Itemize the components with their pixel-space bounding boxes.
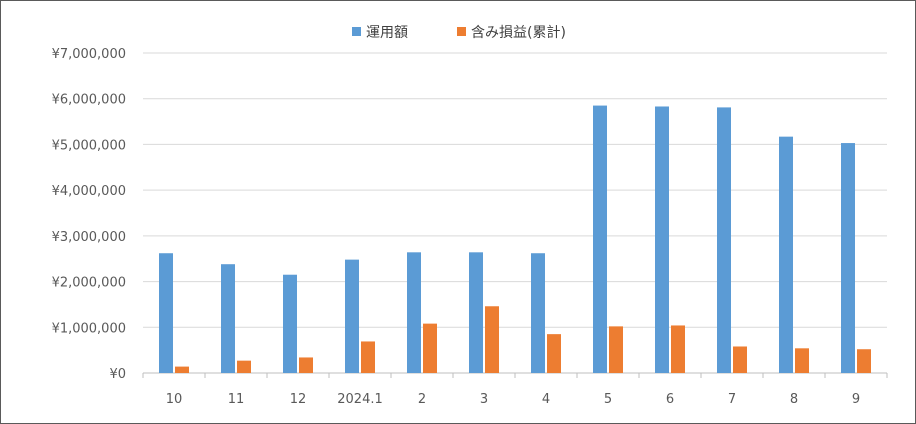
bar-fukumi-soneki: [671, 325, 685, 373]
bar-fukumi-soneki: [237, 360, 251, 373]
y-tick-label: ¥3,000,000: [52, 230, 126, 245]
bar-unyougaku: [717, 107, 731, 374]
bar-fukumi-soneki: [795, 348, 809, 373]
bar-unyougaku: [469, 252, 483, 373]
bar-unyougaku: [531, 253, 545, 373]
bars: [159, 105, 871, 374]
bar-fukumi-soneki: [361, 341, 375, 373]
legend-swatch-unyougaku: [352, 27, 361, 36]
bar-unyougaku: [283, 274, 297, 373]
legend: 運用額 含み損益(累計): [352, 25, 566, 41]
x-tick-label: 2: [418, 392, 426, 407]
y-tick-label: ¥4,000,000: [52, 184, 126, 199]
bar-unyougaku: [407, 252, 421, 373]
bar-unyougaku: [593, 105, 607, 374]
legend-label-unyougaku: 運用額: [366, 25, 408, 41]
x-tick-label: 3: [480, 392, 488, 407]
bar-unyougaku: [159, 253, 173, 373]
x-tick-label: 7: [728, 392, 736, 407]
x-tick-label: 2024.1: [337, 392, 383, 407]
bar-unyougaku: [779, 136, 793, 373]
bar-fukumi-soneki: [609, 326, 623, 373]
y-axis-ticks: ¥0 ¥1,000,000 ¥2,000,000 ¥3,000,000 ¥4,000,0…: [52, 47, 126, 382]
bar-fukumi-soneki: [733, 346, 747, 373]
legend-label-fukumi-soneki: 含み損益(累計): [471, 25, 566, 41]
bar-fukumi-soneki: [423, 323, 437, 373]
bar-fukumi-soneki: [299, 357, 313, 373]
bar-unyougaku: [655, 106, 669, 373]
bar-fukumi-soneki: [175, 366, 189, 373]
bar-fukumi-soneki: [485, 306, 499, 373]
x-tick-label: 6: [666, 392, 674, 407]
x-tick-label: 5: [604, 392, 612, 407]
x-tick-label: 8: [790, 392, 798, 407]
bar-unyougaku: [221, 264, 235, 373]
x-tick-label: 12: [290, 392, 307, 407]
bar-unyougaku: [841, 143, 855, 373]
y-tick-label: ¥0: [109, 367, 126, 382]
bar-fukumi-soneki: [547, 334, 561, 373]
y-tick-label: ¥2,000,000: [52, 276, 126, 291]
y-tick-label: ¥6,000,000: [52, 93, 126, 108]
legend-swatch-fukumi-soneki: [457, 27, 466, 36]
x-tick-label: 9: [852, 392, 860, 407]
x-tick-label: 4: [542, 392, 550, 407]
y-tick-label: ¥1,000,000: [52, 321, 126, 336]
y-tick-label: ¥7,000,000: [52, 47, 126, 62]
y-tick-label: ¥5,000,000: [52, 138, 126, 153]
bar-fukumi-soneki: [857, 349, 871, 373]
x-tick-label: 10: [166, 392, 183, 407]
x-axis: 10 11 12 2024.1 2 3 4 5 6 7 8 9: [142, 373, 888, 407]
gridlines: [143, 52, 887, 374]
x-tick-label: 11: [228, 392, 245, 407]
bar-unyougaku: [345, 259, 359, 373]
